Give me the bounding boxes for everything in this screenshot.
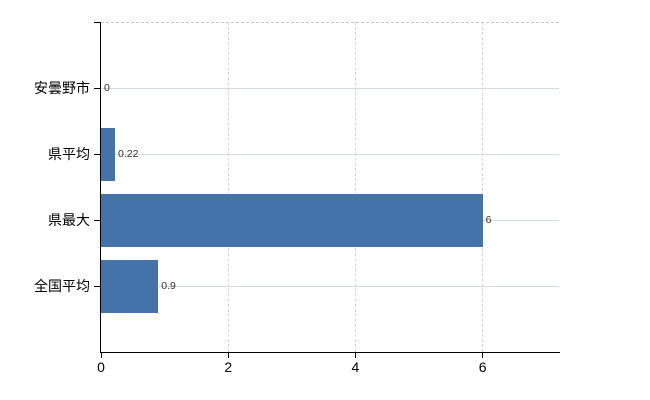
value-label: 0.22 [117, 148, 139, 160]
value-label: 6 [485, 214, 492, 226]
y-tick-mark [94, 153, 101, 155]
bar [101, 127, 115, 181]
y-axis-line [100, 22, 101, 353]
x-tick-mark [482, 352, 484, 358]
x-tick-label: 2 [224, 359, 233, 375]
plot-top-border [101, 22, 559, 23]
plot-area: 0 0.22 6 0.9 [101, 22, 559, 352]
category-label: 県平均 [48, 146, 90, 162]
value-label: 0.9 [161, 280, 176, 292]
h-gridline [101, 87, 559, 89]
x-tick-mark [227, 352, 229, 358]
bar [101, 259, 159, 313]
x-tick-label: 0 [97, 359, 105, 375]
y-tick-mark [94, 21, 101, 23]
x-tick-mark [354, 352, 356, 358]
y-tick-mark [94, 219, 101, 221]
x-tick-label: 6 [478, 359, 487, 375]
category-label: 安曇野市 [34, 80, 90, 96]
v-gridline [227, 22, 229, 352]
category-label: 県最大 [48, 212, 90, 228]
value-label: 0 [104, 82, 110, 94]
h-gridline [101, 285, 559, 287]
x-tick-mark [100, 352, 102, 358]
y-tick-mark [94, 87, 101, 89]
x-tick-label: 4 [351, 359, 360, 375]
h-gridline [101, 153, 559, 155]
v-gridline [482, 22, 484, 352]
v-gridline [354, 22, 356, 352]
category-label: 全国平均 [34, 278, 90, 294]
y-tick-mark [94, 285, 101, 287]
x-axis-line [100, 352, 560, 353]
bar [101, 193, 483, 247]
